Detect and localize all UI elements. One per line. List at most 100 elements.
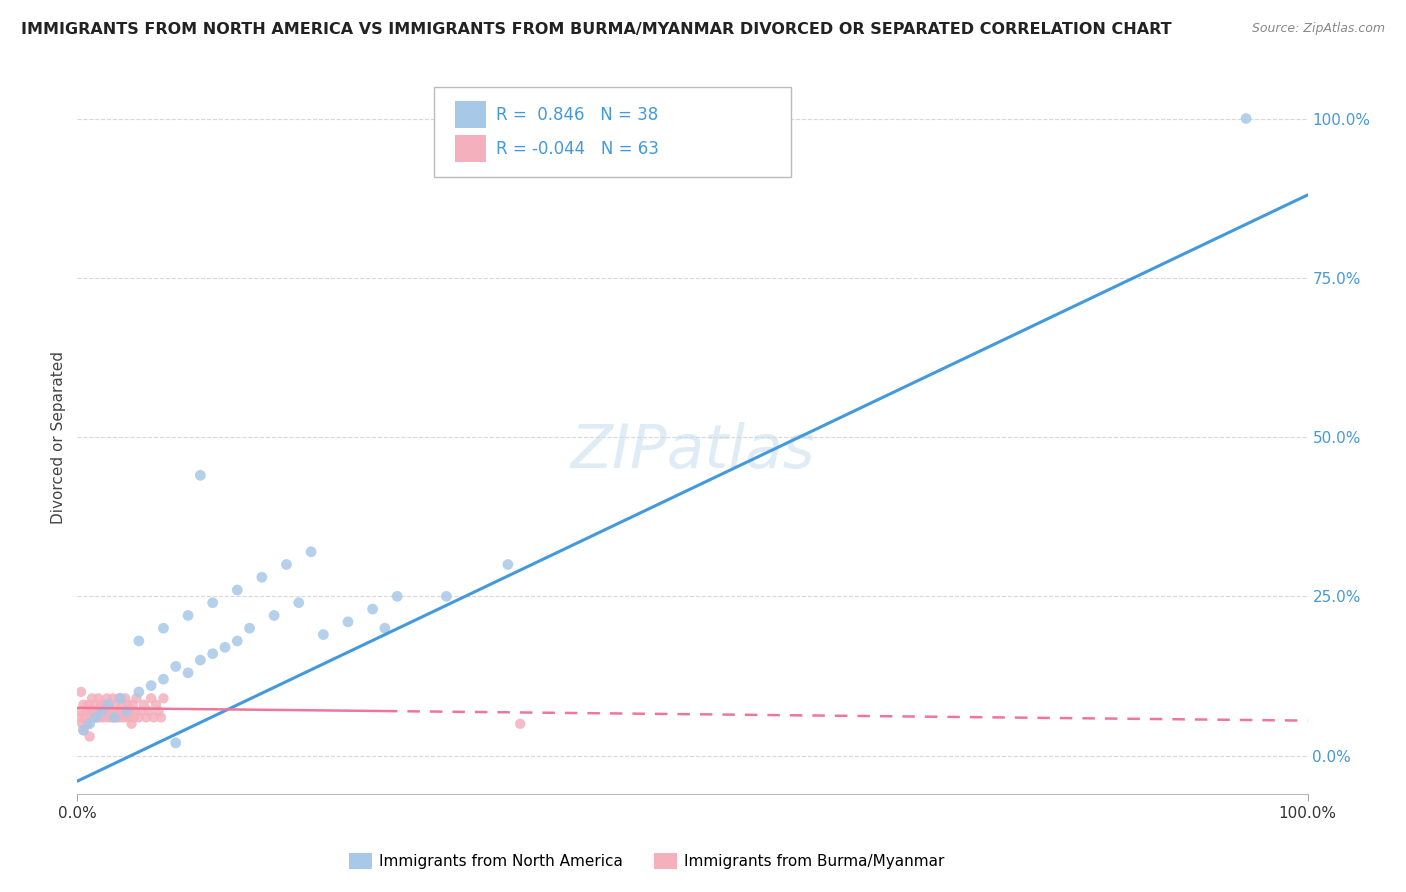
- Bar: [456, 101, 486, 128]
- Point: [436, 590, 458, 604]
- Point: [70, 685, 93, 699]
- Point: [141, 679, 163, 693]
- Point: [165, 659, 187, 673]
- Point: [100, 704, 122, 718]
- Text: R = -0.044   N = 63: R = -0.044 N = 63: [496, 140, 658, 158]
- Legend: Immigrants from North America, Immigrants from Burma/Myanmar: Immigrants from North America, Immigrant…: [343, 847, 950, 875]
- Bar: [456, 136, 486, 162]
- Point: [125, 691, 148, 706]
- Point: [190, 468, 212, 483]
- Point: [128, 634, 150, 648]
- Point: [97, 698, 120, 712]
- Point: [77, 698, 100, 712]
- Point: [84, 710, 107, 724]
- Point: [101, 710, 124, 724]
- Point: [141, 691, 163, 706]
- Point: [76, 716, 98, 731]
- Point: [75, 704, 97, 718]
- Point: [80, 710, 103, 724]
- Point: [111, 704, 134, 718]
- Point: [122, 710, 145, 724]
- Point: [150, 710, 173, 724]
- Point: [152, 691, 174, 706]
- Point: [94, 704, 117, 718]
- Point: [115, 704, 138, 718]
- Point: [121, 716, 143, 731]
- Point: [152, 672, 174, 686]
- Point: [79, 716, 101, 731]
- Point: [72, 723, 94, 738]
- Point: [91, 710, 114, 724]
- Text: Source: ZipAtlas.com: Source: ZipAtlas.com: [1251, 22, 1385, 36]
- Point: [299, 545, 322, 559]
- Point: [121, 698, 143, 712]
- Point: [103, 710, 125, 724]
- Point: [239, 621, 262, 635]
- Point: [190, 653, 212, 667]
- Point: [165, 736, 187, 750]
- Point: [142, 710, 165, 724]
- Text: ZIPatlas: ZIPatlas: [571, 422, 814, 481]
- Point: [112, 710, 135, 724]
- Point: [114, 691, 136, 706]
- Point: [69, 710, 91, 724]
- Point: [90, 704, 114, 718]
- Point: [86, 704, 108, 718]
- Point: [76, 716, 98, 731]
- Point: [101, 691, 124, 706]
- Point: [135, 710, 157, 724]
- Point: [131, 704, 153, 718]
- Point: [72, 723, 94, 738]
- Point: [132, 698, 155, 712]
- Point: [79, 704, 101, 718]
- Text: IMMIGRANTS FROM NORTH AMERICA VS IMMIGRANTS FROM BURMA/MYANMAR DIVORCED OR SEPAR: IMMIGRANTS FROM NORTH AMERICA VS IMMIGRA…: [21, 22, 1171, 37]
- Point: [97, 710, 120, 724]
- Point: [98, 698, 121, 712]
- Point: [90, 698, 112, 712]
- Point: [312, 627, 335, 641]
- Point: [117, 698, 139, 712]
- Point: [374, 621, 396, 635]
- Point: [263, 608, 285, 623]
- FancyBboxPatch shape: [434, 87, 792, 177]
- Point: [82, 704, 104, 718]
- Point: [509, 716, 531, 731]
- Point: [250, 570, 273, 584]
- Point: [214, 640, 236, 655]
- Point: [201, 596, 224, 610]
- Point: [96, 691, 118, 706]
- Point: [104, 698, 127, 712]
- Point: [496, 558, 519, 572]
- Point: [148, 704, 170, 718]
- Point: [118, 710, 141, 724]
- Point: [87, 691, 110, 706]
- Point: [387, 590, 409, 604]
- Point: [110, 691, 132, 706]
- Point: [107, 704, 129, 718]
- Point: [90, 704, 114, 718]
- Point: [276, 558, 298, 572]
- Point: [93, 698, 115, 712]
- Point: [105, 710, 128, 724]
- Point: [124, 704, 146, 718]
- Text: R =  0.846   N = 38: R = 0.846 N = 38: [496, 105, 658, 123]
- Point: [79, 730, 101, 744]
- Point: [128, 685, 150, 699]
- Y-axis label: Divorced or Separated: Divorced or Separated: [51, 351, 66, 524]
- Point: [73, 710, 96, 724]
- Point: [152, 621, 174, 635]
- Point: [177, 608, 200, 623]
- Point: [72, 698, 94, 712]
- Point: [111, 698, 132, 712]
- Point: [110, 710, 132, 724]
- Point: [145, 698, 167, 712]
- Point: [82, 691, 104, 706]
- Point: [138, 704, 160, 718]
- Point: [84, 710, 107, 724]
- Point: [177, 665, 200, 680]
- Point: [103, 704, 125, 718]
- Point: [226, 582, 249, 597]
- Point: [108, 691, 131, 706]
- Point: [115, 704, 138, 718]
- Point: [1234, 112, 1257, 126]
